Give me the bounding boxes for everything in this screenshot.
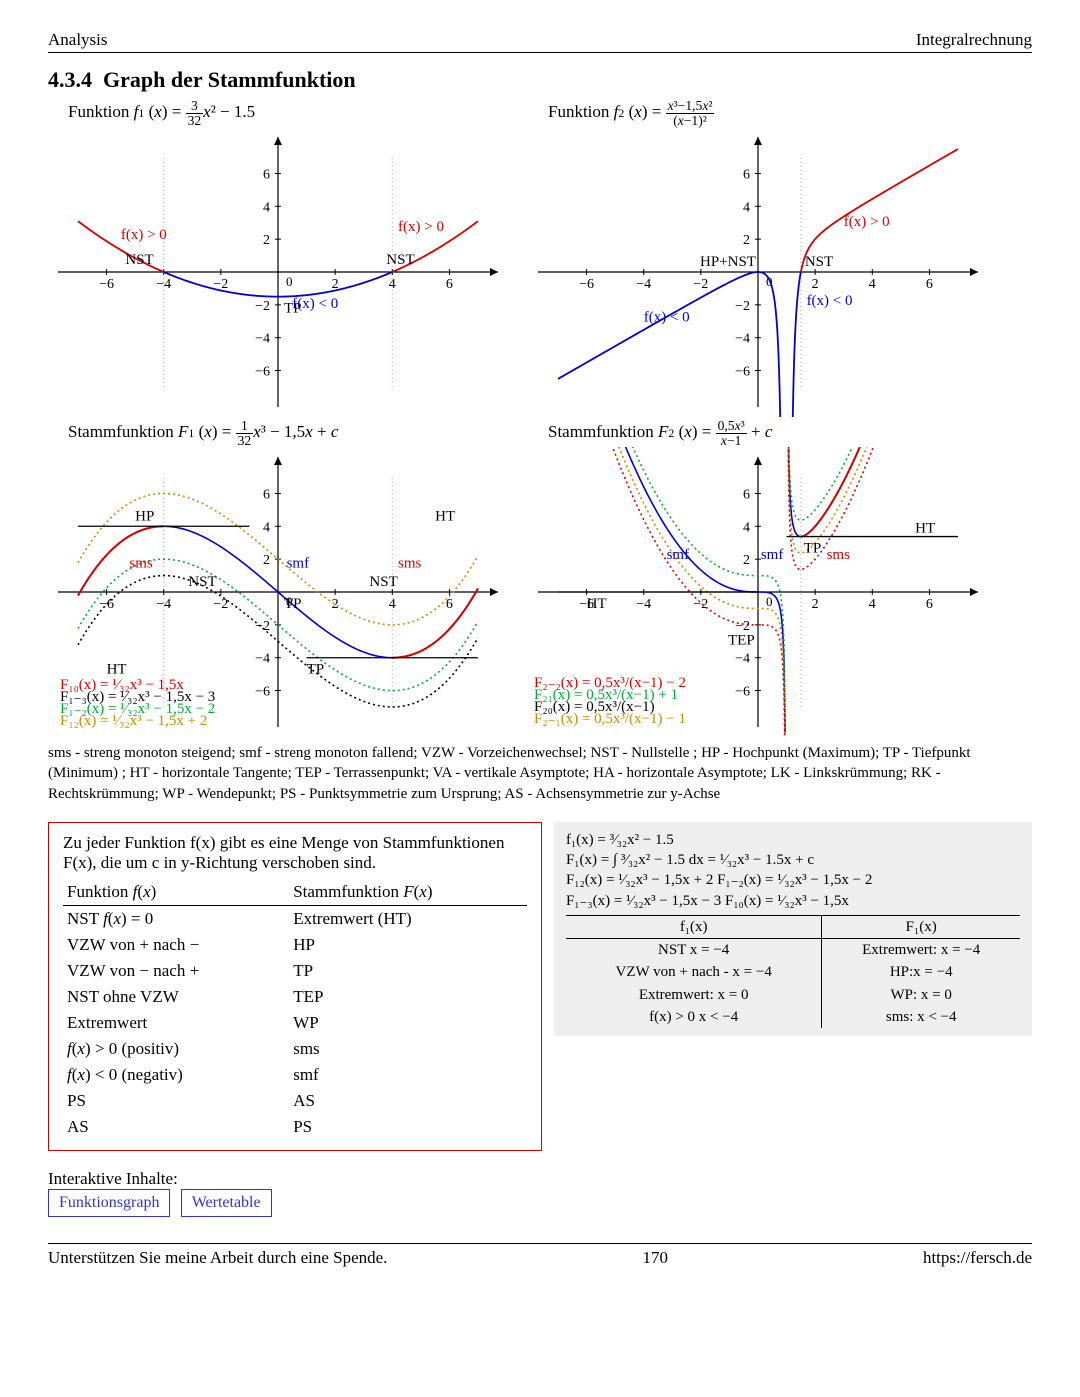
svg-text:HT: HT <box>107 662 127 678</box>
svg-text:HT: HT <box>587 596 607 612</box>
relationship-box: Zu jeder Funktion f(x) gibt es eine Meng… <box>48 822 542 1151</box>
svg-text:HT: HT <box>435 508 455 524</box>
svg-text:6: 6 <box>743 487 750 502</box>
svg-text:f(x) > 0: f(x) > 0 <box>844 214 890 230</box>
svg-text:sms: sms <box>827 547 851 563</box>
header-left: Analysis <box>48 30 108 50</box>
header-right: Integralrechnung <box>916 30 1032 50</box>
svg-text:TP: TP <box>307 662 325 678</box>
charts-grid: Funktion f1 (x) = 332x² − 1.5 −6 −4 −2 2 4 6 −6… <box>48 99 1032 739</box>
svg-text:0: 0 <box>766 594 773 609</box>
svg-text:HP+NST: HP+NST <box>700 254 756 270</box>
svg-text:NST: NST <box>369 574 397 590</box>
svg-text:−4: −4 <box>156 597 171 612</box>
interactive-section: Interaktive Inhalte: Funktionsgraph Wert… <box>48 1169 1032 1217</box>
svg-text:−2: −2 <box>213 597 228 612</box>
page-header: Analysis Integralrechnung <box>48 30 1032 53</box>
svg-text:−6: −6 <box>99 277 114 292</box>
svg-text:TP: TP <box>284 301 302 317</box>
abbrev-legend: sms - streng monoton steigend; smf - str… <box>48 743 1032 804</box>
svg-text:sms: sms <box>398 555 422 571</box>
svg-text:TP: TP <box>804 541 822 557</box>
svg-text:−2: −2 <box>255 299 270 314</box>
f1-title: Funktion f1 (x) = 332x² − 1.5 <box>68 99 255 127</box>
svg-text:−6: −6 <box>735 685 750 700</box>
svg-text:−6: −6 <box>735 365 750 380</box>
svg-text:TEP: TEP <box>728 633 755 649</box>
svg-text:−6: −6 <box>255 685 270 700</box>
svg-text:−2: −2 <box>693 277 708 292</box>
svg-text:NST: NST <box>188 574 216 590</box>
svg-text:−4: −4 <box>255 652 270 667</box>
page-number: 170 <box>642 1248 668 1268</box>
svg-text:−4: −4 <box>636 597 651 612</box>
example-box: f₁(x) = ³⁄₃₂x² − 1.5F₁(x) = ∫ ³⁄₃₂x² − 1… <box>554 822 1032 1036</box>
svg-text:6: 6 <box>263 167 270 182</box>
svg-text:2: 2 <box>743 553 750 568</box>
svg-text:smf: smf <box>287 555 310 571</box>
svg-text:6: 6 <box>263 487 270 502</box>
svg-text:4: 4 <box>869 597 876 612</box>
svg-text:2: 2 <box>812 277 819 292</box>
svg-text:−4: −4 <box>735 332 750 347</box>
svg-text:−2: −2 <box>735 299 750 314</box>
svg-text:6: 6 <box>743 167 750 182</box>
svg-text:4: 4 <box>743 200 750 215</box>
svg-text:−4: −4 <box>156 277 171 292</box>
svg-text:sms: sms <box>129 555 153 571</box>
svg-text:2: 2 <box>263 233 270 248</box>
footer-url: https://fersch.de <box>923 1248 1032 1268</box>
svg-text:−6: −6 <box>99 597 114 612</box>
svg-text:NST: NST <box>805 254 833 270</box>
funktionsgraph-button[interactable]: Funktionsgraph <box>48 1189 170 1217</box>
svg-text:−6: −6 <box>579 277 594 292</box>
svg-text:0: 0 <box>286 274 293 289</box>
svg-text:6: 6 <box>926 597 933 612</box>
svg-text:HP: HP <box>135 508 154 524</box>
svg-text:F₂₋₁(x) = 0,5x³/(x−1) − 1: F₂₋₁(x) = 0,5x³/(x−1) − 1 <box>534 711 686 727</box>
footer-left: Unterstützen Sie meine Arbeit durch eine… <box>48 1248 387 1268</box>
f2-title: Funktion f2 (x) = x³−1,5x²(x−1)² <box>548 99 714 127</box>
section-title: 4.3.4 Graph der Stammfunktion <box>48 67 1032 93</box>
wertetable-button[interactable]: Wertetable <box>181 1189 272 1217</box>
svg-text:4: 4 <box>263 200 270 215</box>
svg-text:2: 2 <box>263 553 270 568</box>
svg-text:2: 2 <box>743 233 750 248</box>
svg-text:smf: smf <box>667 547 690 563</box>
svg-text:−2: −2 <box>693 597 708 612</box>
svg-text:−6: −6 <box>255 365 270 380</box>
svg-text:f(x) > 0: f(x) > 0 <box>398 219 444 235</box>
svg-text:4: 4 <box>389 597 396 612</box>
svg-text:HT: HT <box>915 521 935 537</box>
svg-text:4: 4 <box>869 277 876 292</box>
svg-text:smf: smf <box>761 547 784 563</box>
svg-text:TP: TP <box>284 596 302 612</box>
svg-text:−4: −4 <box>735 652 750 667</box>
svg-text:−4: −4 <box>636 277 651 292</box>
svg-text:−4: −4 <box>255 332 270 347</box>
svg-text:4: 4 <box>263 520 270 535</box>
svg-text:f(x) < 0: f(x) < 0 <box>644 309 690 325</box>
svg-text:4: 4 <box>743 520 750 535</box>
svg-text:f(x) < 0: f(x) < 0 <box>807 293 853 309</box>
svg-text:NST: NST <box>386 252 414 268</box>
svg-text:6: 6 <box>446 277 453 292</box>
svg-text:2: 2 <box>812 597 819 612</box>
svg-text:f(x) > 0: f(x) > 0 <box>121 227 167 243</box>
F2-title: Stammfunktion F2 (x) = 0,5x³x−1 + c <box>548 419 772 447</box>
svg-text:F₁₂(x) = ¹⁄₃₂x³ − 1,5x + 2: F₁₂(x) = ¹⁄₃₂x³ − 1,5x + 2 <box>60 713 207 729</box>
svg-text:6: 6 <box>926 277 933 292</box>
svg-text:NST: NST <box>125 252 153 268</box>
svg-text:4: 4 <box>389 277 396 292</box>
F1-title: Stammfunktion F1 (x) = 132x³ − 1,5x + c <box>68 419 338 447</box>
svg-text:2: 2 <box>332 597 339 612</box>
page-footer: Unterstützen Sie meine Arbeit durch eine… <box>48 1243 1032 1268</box>
